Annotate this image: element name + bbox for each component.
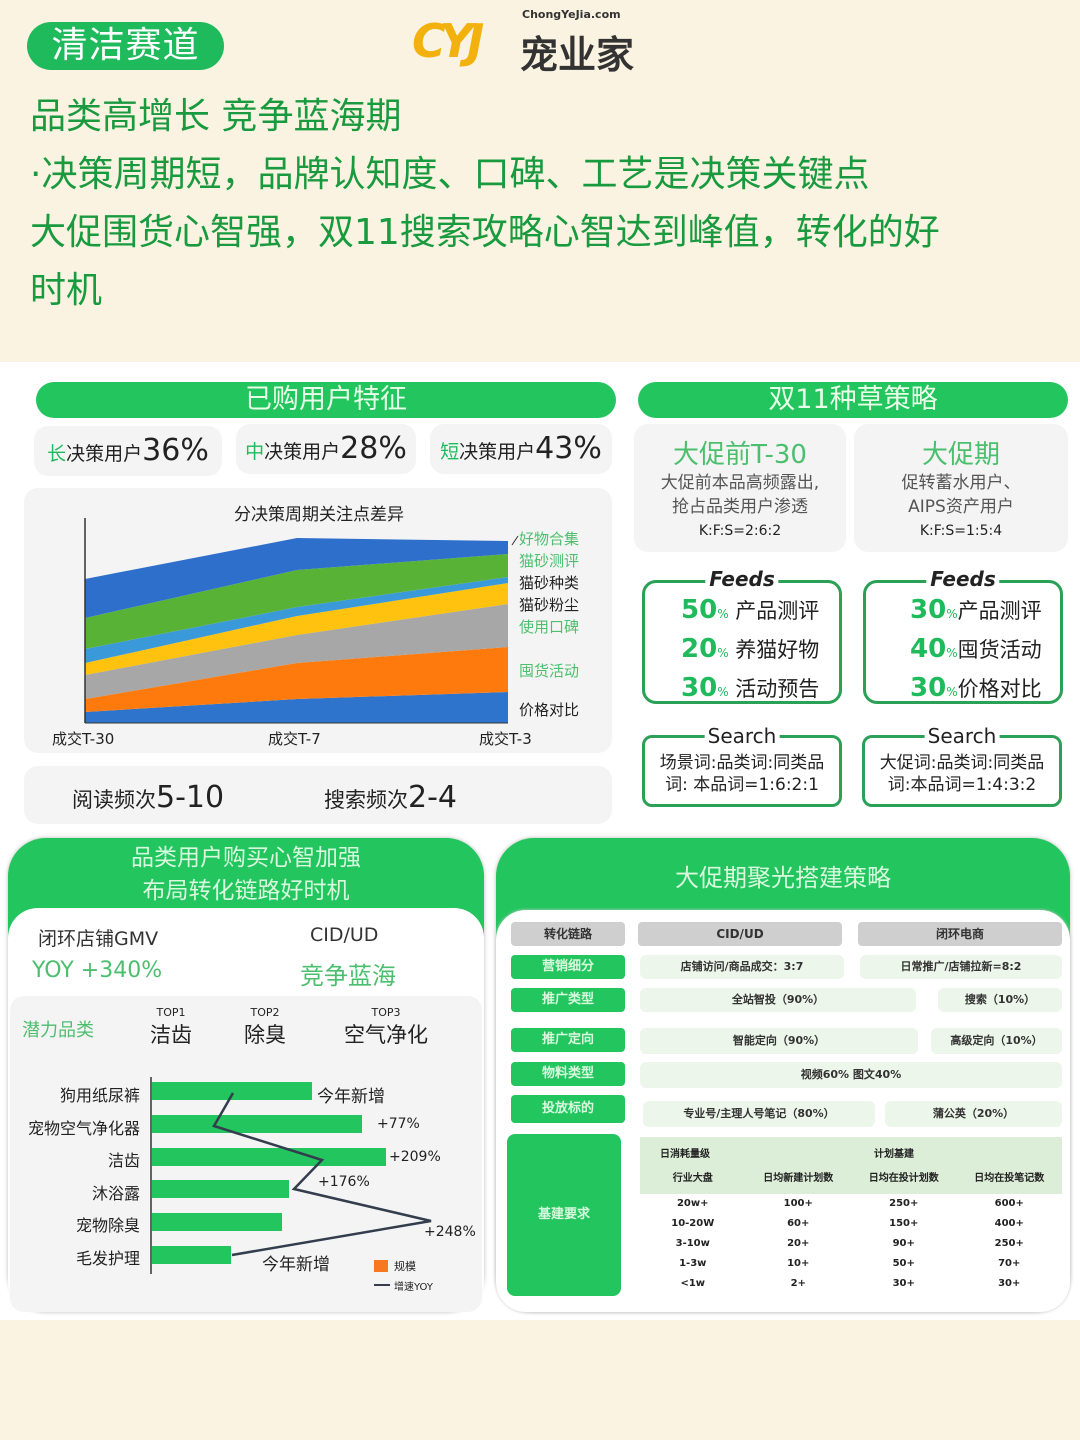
- row-label: 推广定向: [511, 1028, 625, 1052]
- logo-domain: ChongYeJia.com: [522, 8, 621, 21]
- gmv-value: YOY +340%: [32, 958, 163, 983]
- row-label: 营销细分: [511, 955, 625, 979]
- intro-line: ·决策周期短，品牌认知度、口碑、工艺是决策关键点: [30, 154, 870, 195]
- strategy-title: 大促期聚光搭建策略: [675, 864, 891, 892]
- table-row: 10-20W 60+ 150+ 400+: [671, 1218, 1024, 1229]
- row-label: 推广类型: [511, 988, 625, 1012]
- header-chain: 转化链路: [511, 922, 625, 946]
- read-frequency: 阅读频次5-10: [72, 780, 225, 815]
- row-cell: 专业号/主理人号笔记（80%）: [643, 1101, 875, 1127]
- bar-label: +209%: [389, 1149, 441, 1165]
- requirements-table: 日消耗量级 计划基建 行业大盘 日均新建计划数 日均在投计划数 日均在投笔记数 20w…: [640, 1137, 1062, 1294]
- intro-text: 品类高增长 竞争蓝海期 ·决策周期短，品牌认知度、口碑、工艺是决策关键点 大促围…: [30, 88, 1060, 320]
- x-tick: 成交T-3: [479, 730, 532, 748]
- x-tick: 成交T-7: [268, 730, 321, 748]
- category-tag: 清洁赛道: [27, 22, 224, 70]
- top1: TOP1 洁齿: [150, 1006, 192, 1047]
- row-cell: 店铺访问/商品成交：3:7: [640, 955, 844, 979]
- search-box-pre: Search 场景词:品类词:同类品 词: 本品词=1:6:2:1: [642, 724, 842, 807]
- row-cell: 搜索（10%）: [938, 988, 1062, 1012]
- feeds-box-during: Feeds 30%产品测评 40%囤货活动 30%价格对比: [863, 567, 1063, 704]
- row-cell: 全站智投（90%）: [640, 988, 916, 1012]
- bar-categories: 狗用纸尿裤 宠物空气净化器 洁齿 沐浴露 宠物除臭 毛发护理: [27, 1086, 140, 1268]
- search-frequency: 搜索频次2-4: [324, 780, 457, 815]
- intro-line: 品类高增长 竞争蓝海期: [30, 96, 402, 137]
- phase-card-during: 大促期 促转蓄水用户、 AIPS资产用户 K:F:S=1:5:4: [854, 424, 1068, 552]
- row-label: 投放标的: [511, 1095, 625, 1123]
- x-tick: 成交T-30: [52, 730, 115, 748]
- row-cell: 视频60% 图文40%: [640, 1062, 1062, 1088]
- intro-line: 时机: [30, 270, 103, 311]
- cid-label: CID/UD: [310, 924, 379, 946]
- logo: CYJ ChongYeJia.com 宠业家: [412, 6, 652, 77]
- table-row: <1w 2+ 30+ 30+: [680, 1278, 1021, 1289]
- chart-legend: 好物合集 猫砂测评 猫砂种类 猫砂粉尘 使用口碑 囤货活动 价格对比: [519, 530, 580, 719]
- bar-label: +176%: [318, 1174, 370, 1190]
- legend-scale: 规模: [394, 1260, 416, 1273]
- row-cell: 智能定向（90%）: [640, 1028, 918, 1054]
- logo-name: 宠业家: [520, 33, 635, 77]
- stat-short: 短决策用户43%: [430, 424, 612, 474]
- table-row: 3-10w 20+ 90+ 250+: [675, 1238, 1024, 1249]
- frequency-card: 阅读频次5-10 搜索频次2-4: [24, 766, 612, 824]
- top2: TOP2 除臭: [244, 1006, 286, 1047]
- stat-mid: 中决策用户28%: [236, 424, 416, 474]
- row-cell: 日常推广/店铺拉新=8:2: [860, 955, 1062, 979]
- section-title-seeding: 双11种草策略: [638, 382, 1068, 418]
- header-cid: CID/UD: [638, 922, 842, 946]
- chart-title: 分决策周期关注点差异: [234, 505, 404, 525]
- feeds-box-pre: Feeds 50% 产品测评 20% 养猫好物 30% 活动预告: [642, 567, 842, 704]
- logo-mark-icon: CYJ: [412, 14, 484, 68]
- phase-card-pre: 大促前T-30 大促前本品高频露出, 抢占品类用户渗透 K:F:S=2:6:2: [634, 424, 846, 552]
- area-chart-plot: [84, 518, 519, 724]
- bar-label: 今年新增: [262, 1255, 330, 1275]
- bar-label: +248%: [424, 1224, 476, 1240]
- bar-plot: [150, 1077, 432, 1286]
- bar-chart: 狗用纸尿裤 宠物空气净化器 洁齿 沐浴露 宠物除臭 毛发护理 今年新增 +77% +209…: [0, 1072, 480, 1302]
- section-title-buyers: 已购用户特征: [36, 382, 616, 418]
- requirements-label: 基建要求: [507, 1134, 621, 1296]
- search-box-during: Search 大促词:品类词:同类品 词:本品词=1:4:3:2: [862, 724, 1062, 807]
- stacked-area-chart: 分决策周期关注点差异 好物合集 猫砂测评 猫砂种类 猫砂粉尘 使用口碑 囤货活动…: [24, 488, 612, 753]
- table-row: 1-3w 10+ 50+ 70+: [679, 1258, 1021, 1269]
- gmv-label: 闭环店铺GMV: [38, 928, 159, 950]
- bar-label: 今年新增: [317, 1087, 385, 1107]
- table-row: 20w+ 100+ 250+ 600+: [676, 1198, 1024, 1209]
- top3: TOP3 空气净化: [344, 1006, 428, 1047]
- stat-long: 长决策用户36%: [34, 426, 222, 476]
- legend-yoy: 增速YOY: [394, 1282, 433, 1293]
- bar-label: +77%: [377, 1116, 420, 1132]
- cid-value: 竞争蓝海: [300, 962, 396, 990]
- intro-line: 大促围货心智强，双11搜索攻略心智达到峰值，转化的好: [30, 212, 940, 253]
- header-closed-loop: 闭环电商: [858, 922, 1062, 946]
- row-label: 物料类型: [511, 1062, 625, 1086]
- row-cell: 高级定向（10%）: [931, 1028, 1062, 1054]
- potential-label: 潜力品类: [22, 1020, 94, 1041]
- row-cell: 蒲公英（20%）: [885, 1101, 1062, 1127]
